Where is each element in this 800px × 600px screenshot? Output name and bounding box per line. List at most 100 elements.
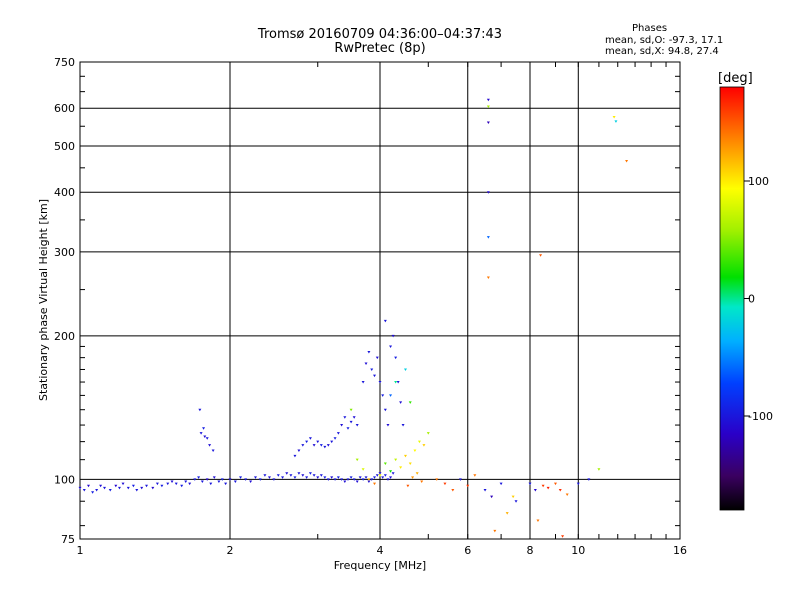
data-point [389, 345, 393, 348]
data-point [131, 484, 135, 488]
data-point [367, 478, 371, 481]
data-point [267, 476, 271, 479]
data-point [612, 116, 616, 119]
data-point [205, 437, 209, 440]
data-point [343, 416, 347, 419]
data-point [297, 472, 301, 475]
data-point [224, 482, 228, 486]
data-point [394, 356, 398, 360]
data-point [514, 500, 518, 503]
x-tick-label: 16 [673, 544, 687, 557]
data-point [389, 476, 393, 479]
data-point [352, 478, 356, 481]
data-point [95, 489, 99, 492]
data-point [305, 440, 309, 444]
y-tick-label: 500 [54, 140, 75, 153]
data-point [349, 420, 353, 424]
y-tick-label: 300 [54, 246, 75, 259]
y-tick-label: 200 [54, 330, 75, 343]
data-point [121, 482, 125, 486]
data-point [228, 478, 232, 481]
data-point [336, 476, 340, 479]
data-point [244, 478, 248, 481]
data-point [361, 381, 365, 384]
grid-lines [80, 62, 680, 539]
data-point [401, 424, 405, 427]
data-point [308, 472, 312, 475]
data-point [383, 408, 387, 412]
data-point [323, 476, 327, 479]
y-tick-label: 75 [61, 533, 75, 546]
data-point [209, 482, 213, 486]
data-point [199, 432, 203, 435]
data-point [160, 484, 164, 488]
data-point [625, 160, 629, 163]
data-point [184, 480, 188, 483]
data-point [272, 478, 276, 481]
x-tick-label: 8 [527, 544, 534, 557]
data-point [293, 454, 297, 458]
axis-ticks [79, 62, 681, 539]
x-tick-label: 4 [377, 544, 384, 557]
phases-x-stats: mean, sd,X: 94.8, 27.4 [605, 46, 719, 57]
data-point [220, 478, 224, 481]
data-point [561, 535, 565, 538]
data-point [539, 254, 543, 257]
data-point [389, 394, 393, 397]
colorbar-unit-label: [deg] [718, 71, 753, 86]
data-point [253, 476, 257, 479]
data-point [493, 529, 497, 533]
data-point [486, 236, 490, 239]
x-axis-label: Frequency [MHz] [334, 559, 426, 572]
data-point [422, 444, 426, 447]
y-tick-label: 400 [54, 186, 75, 199]
data-point [126, 486, 130, 490]
data-point [597, 468, 601, 471]
colorbar-tick-label: 0 [748, 293, 755, 306]
y-tick-label: 600 [54, 102, 75, 115]
x-tick-label: 10 [571, 544, 585, 557]
data-point [565, 493, 569, 496]
data-point [166, 482, 170, 486]
data-point [391, 334, 395, 338]
data-point [466, 484, 470, 488]
data-point [490, 495, 494, 499]
data-point [614, 120, 618, 123]
data-point [346, 478, 350, 481]
data-point [319, 444, 323, 447]
data-point [258, 478, 262, 481]
data-point [576, 482, 580, 486]
data-point [361, 478, 365, 481]
data-point [217, 480, 221, 483]
data-point [358, 476, 362, 479]
data-point [140, 486, 144, 490]
data-point [587, 478, 591, 481]
data-point [340, 478, 344, 481]
data-point [364, 362, 368, 365]
data-point [312, 444, 316, 447]
data-point [82, 489, 86, 492]
data-point [399, 401, 403, 404]
data-point [383, 462, 387, 465]
data-point [373, 482, 377, 486]
data-point [486, 191, 490, 194]
data-point [233, 480, 237, 483]
data-point [451, 489, 455, 492]
data-point [239, 476, 243, 479]
data-point [536, 519, 540, 523]
data-point [198, 408, 202, 412]
data-points [78, 98, 629, 538]
data-point [301, 444, 305, 447]
data-point [370, 368, 374, 371]
data-point [378, 474, 382, 477]
data-point [263, 474, 267, 477]
data-point [330, 476, 334, 479]
data-point [330, 440, 334, 444]
data-point [399, 466, 403, 469]
data-point [386, 424, 390, 427]
data-point [391, 472, 395, 475]
y-tick-labels: 75 100 200 300 400 500 600 750 [54, 56, 75, 546]
data-point [361, 468, 365, 471]
data-point [383, 319, 387, 323]
data-point [285, 472, 289, 475]
